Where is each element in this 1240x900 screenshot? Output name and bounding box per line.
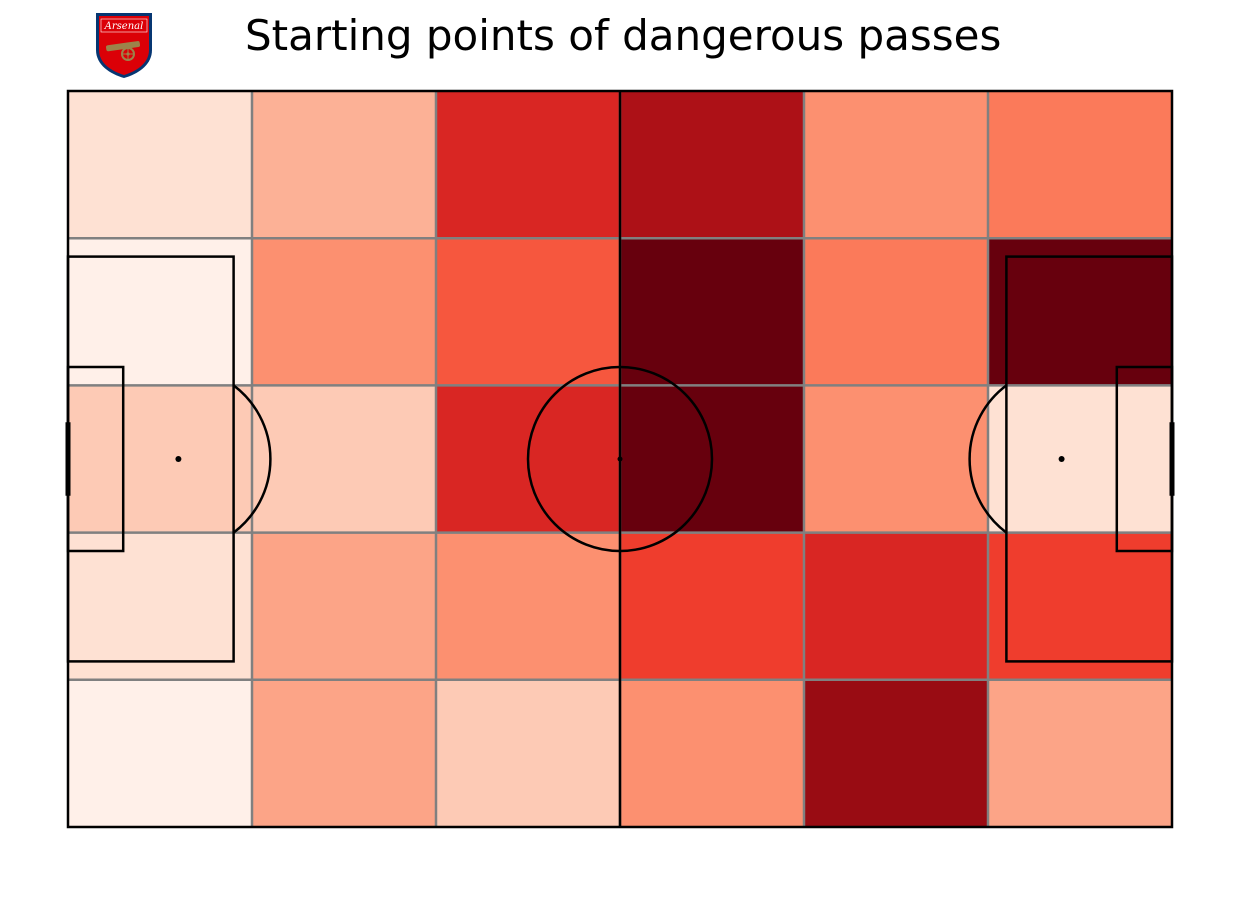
heatmap-cell-r0-c4 (804, 91, 988, 239)
heatmap-cell-r1-c2 (436, 238, 620, 386)
heatmap-cell-r0-c1 (252, 91, 436, 239)
heatmap-cell-r4-c1 (252, 679, 436, 827)
heatmap-cell-r3-c5 (988, 532, 1172, 680)
heatmap-cell-r3-c1 (252, 532, 436, 680)
right-penalty-spot (1058, 456, 1065, 462)
arsenal-crest-logo: Arsenal (92, 10, 156, 80)
heatmap-cell-r4-c4 (804, 679, 988, 827)
heatmap-cell-r2-c4 (804, 385, 988, 533)
cannon-icon (106, 41, 141, 61)
heatmap-cell-r1-c5 (988, 238, 1172, 386)
right-penalty-arc (968, 384, 1008, 534)
heatmap-cell-r3-c2 (436, 532, 620, 680)
pitch-markings (65, 89, 1175, 829)
heatmap-cell-r3-c4 (804, 532, 988, 680)
heatmap-cell-r1-c4 (804, 238, 988, 386)
left-penalty-spot (175, 456, 182, 462)
heatmap-cell-r1-c0 (68, 238, 252, 386)
heatmap-cells (68, 91, 1172, 827)
heatmap-cell-r4-c3 (620, 679, 804, 827)
heatmap-cell-r0-c3 (620, 91, 804, 239)
left-penalty-arc (232, 384, 272, 534)
crest-wordmark: Arsenal (104, 21, 144, 32)
heatmap-cell-r2-c1 (252, 385, 436, 533)
heatmap-cell-r4-c2 (436, 679, 620, 827)
heatmap-cell-r0-c0 (68, 91, 252, 239)
heatmap-cell-r3-c0 (68, 532, 252, 680)
heatmap-cell-r0-c2 (436, 91, 620, 239)
centre-circle (526, 365, 714, 553)
heatmap-cell-r1-c1 (252, 238, 436, 386)
heatmap-cell-r2-c5 (988, 385, 1172, 533)
chart-title: Starting points of dangerous passes (245, 11, 1002, 60)
heatmap-cell-r0-c5 (988, 91, 1172, 239)
heatmap-cell-r3-c3 (620, 532, 804, 680)
heatmap-cell-r4-c0 (68, 679, 252, 827)
centre-spot (617, 456, 623, 462)
crest-svg: Arsenal (96, 13, 152, 78)
heatmap-cell-r1-c3 (620, 238, 804, 386)
heatmap-cell-r2-c0 (68, 385, 252, 533)
crest-banner (100, 18, 148, 33)
heatmap-cell-r4-c5 (988, 679, 1172, 827)
